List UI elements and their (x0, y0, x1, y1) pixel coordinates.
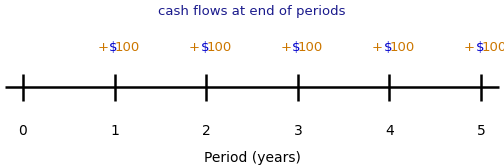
Text: 100: 100 (481, 40, 504, 54)
Text: 100: 100 (114, 40, 140, 54)
Text: +: + (189, 40, 205, 54)
Text: 100: 100 (298, 40, 323, 54)
Text: +: + (464, 40, 479, 54)
Text: $: $ (475, 40, 484, 54)
Text: $: $ (384, 40, 392, 54)
Text: 0: 0 (19, 124, 27, 138)
Text: 2: 2 (202, 124, 211, 138)
Text: 100: 100 (390, 40, 415, 54)
Text: 5: 5 (477, 124, 485, 138)
Text: 4: 4 (385, 124, 394, 138)
Text: 100: 100 (206, 40, 231, 54)
Text: cash flows at end of periods: cash flows at end of periods (158, 5, 346, 18)
Text: $: $ (109, 40, 117, 54)
Text: 1: 1 (110, 124, 119, 138)
Text: Period (years): Period (years) (204, 151, 300, 165)
Text: +: + (281, 40, 296, 54)
Text: $: $ (292, 40, 301, 54)
Text: $: $ (201, 40, 209, 54)
Text: +: + (372, 40, 388, 54)
Text: 3: 3 (293, 124, 302, 138)
Text: +: + (97, 40, 113, 54)
